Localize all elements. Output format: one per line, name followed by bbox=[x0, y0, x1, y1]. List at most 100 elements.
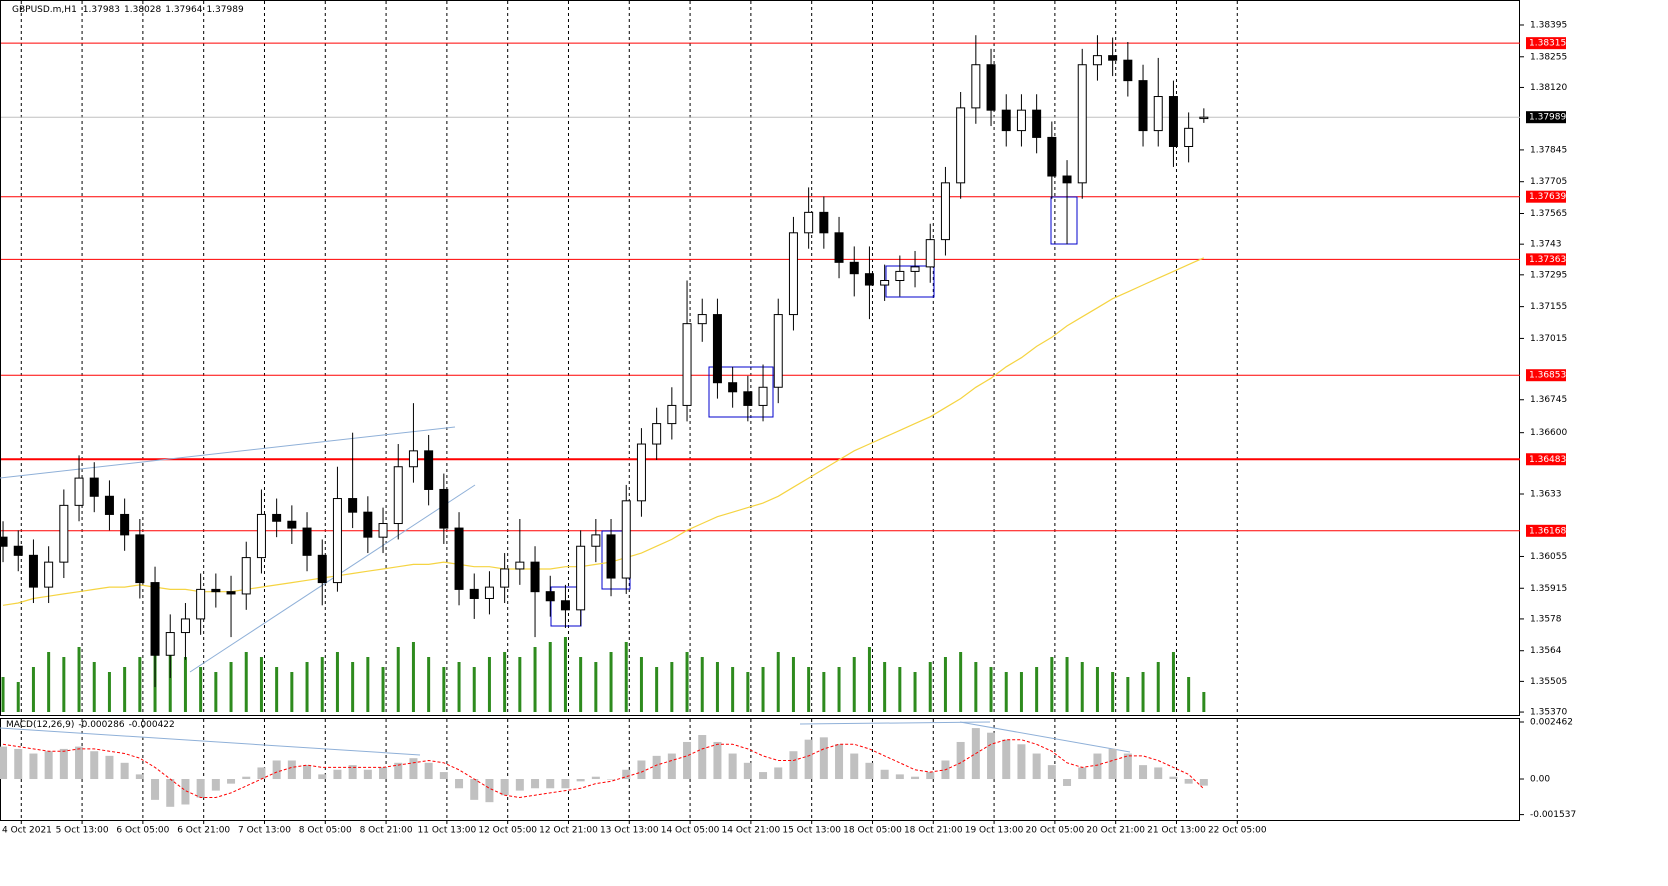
price-label: 1.37989 bbox=[1529, 113, 1566, 123]
volume-bar bbox=[837, 667, 841, 712]
x-tick-label: 6 Oct 05:00 bbox=[116, 826, 169, 836]
macd-bar bbox=[835, 744, 844, 780]
candle-body bbox=[804, 211, 814, 234]
volume-bar bbox=[305, 662, 309, 712]
volume-bar bbox=[913, 672, 917, 712]
volume-bar bbox=[1035, 667, 1039, 712]
candle-body bbox=[849, 261, 859, 275]
y-tick-label: 0.002462 bbox=[1530, 718, 1573, 728]
macd-bar bbox=[865, 762, 874, 780]
candle-body bbox=[1108, 55, 1118, 61]
level-label-box bbox=[1526, 369, 1566, 382]
macd-bar bbox=[1063, 779, 1072, 786]
volume-bar bbox=[442, 667, 446, 712]
candle-body bbox=[378, 523, 388, 538]
candle-body bbox=[591, 534, 601, 547]
candle-body bbox=[910, 266, 920, 272]
x-tick-label: 20 Oct 21:00 bbox=[1086, 826, 1145, 836]
level-label: 1.36483 bbox=[1529, 455, 1566, 465]
macd-bar bbox=[196, 779, 205, 798]
macd-bar bbox=[211, 779, 220, 791]
x-tick-label: 5 Oct 13:00 bbox=[56, 826, 109, 836]
macd-bar bbox=[728, 753, 737, 780]
candle-body bbox=[1047, 136, 1057, 177]
macd-name: MACD(12,26,9) bbox=[6, 720, 74, 730]
trend-line bbox=[799, 721, 991, 725]
volume-bar bbox=[655, 667, 659, 712]
candle-body bbox=[44, 561, 54, 588]
volume-bar bbox=[503, 652, 507, 712]
y-tick-label: 1.3633 bbox=[1530, 490, 1562, 500]
volume-bar bbox=[1111, 672, 1115, 712]
candle-body bbox=[1123, 59, 1133, 82]
x-tick-label: 14 Oct 05:00 bbox=[661, 826, 720, 836]
candle-body bbox=[287, 520, 297, 529]
level-label: 1.36853 bbox=[1529, 371, 1566, 381]
volume-bar bbox=[183, 657, 187, 712]
y-tick-label: 1.37015 bbox=[1530, 334, 1567, 344]
candle-body bbox=[226, 591, 236, 595]
macd-bar bbox=[394, 762, 403, 780]
level-label-box bbox=[1526, 37, 1566, 50]
candle-body bbox=[0, 536, 8, 547]
macd-bar bbox=[333, 769, 342, 780]
volume-bar bbox=[715, 662, 719, 712]
volume-bar bbox=[685, 652, 689, 712]
volume-bar bbox=[852, 657, 856, 712]
level-label: 1.37363 bbox=[1529, 255, 1566, 265]
candle-body bbox=[1199, 116, 1209, 120]
macd-bar bbox=[272, 760, 281, 780]
macd-bar bbox=[743, 762, 752, 780]
macd-bar bbox=[789, 751, 798, 780]
volume-bar bbox=[639, 657, 643, 712]
y-tick-label: 1.3564 bbox=[1530, 646, 1562, 656]
x-tick-label: 12 Oct 21:00 bbox=[539, 826, 598, 836]
macd-bar bbox=[1032, 753, 1041, 780]
macd-bar bbox=[424, 762, 433, 780]
x-tick-label: 4 Oct 2021 bbox=[2, 826, 52, 836]
candle-body bbox=[956, 107, 966, 184]
x-tick-label: 14 Oct 21:00 bbox=[722, 826, 781, 836]
macd-bar bbox=[1154, 767, 1163, 780]
volume-bar bbox=[1156, 662, 1160, 712]
candle-body bbox=[971, 64, 981, 109]
volume-bar bbox=[746, 672, 750, 712]
y-tick-label: 1.38120 bbox=[1530, 83, 1567, 93]
volume-bar bbox=[16, 682, 20, 712]
volume-bar bbox=[822, 672, 826, 712]
volume-bar bbox=[518, 657, 522, 712]
macd-bar bbox=[607, 779, 616, 780]
x-tick-label: 19 Oct 13:00 bbox=[965, 826, 1024, 836]
candle-body bbox=[545, 591, 555, 602]
volume-bar bbox=[335, 652, 339, 712]
candle-body bbox=[864, 273, 874, 286]
candle-body bbox=[1184, 127, 1194, 147]
x-tick-label: 6 Oct 21:00 bbox=[177, 826, 230, 836]
candle-body bbox=[606, 534, 616, 579]
macd-bar bbox=[819, 737, 828, 780]
volume-bar bbox=[1004, 672, 1008, 712]
macd-bar bbox=[14, 748, 23, 780]
macd-bar bbox=[880, 769, 889, 780]
trend-line bbox=[189, 484, 476, 673]
macd-signal-line bbox=[2, 739, 1205, 799]
y-tick-label: 1.38395 bbox=[1530, 20, 1567, 30]
volume-bar bbox=[168, 652, 172, 712]
volume-bar bbox=[579, 657, 583, 712]
macd-bar bbox=[698, 735, 707, 780]
macd-main: -0.000286 bbox=[78, 720, 124, 730]
candle-body bbox=[1062, 175, 1072, 184]
volume-bar bbox=[290, 672, 294, 712]
y-tick-label: 1.3743 bbox=[1530, 240, 1562, 250]
macd-bar bbox=[1108, 748, 1117, 780]
volume-bar bbox=[123, 667, 127, 712]
level-label: 1.38315 bbox=[1529, 39, 1566, 49]
candle-body bbox=[1016, 109, 1026, 132]
level-label-box bbox=[1526, 453, 1566, 466]
macd-bar bbox=[804, 739, 813, 780]
candle-body bbox=[1001, 109, 1011, 132]
candle-body bbox=[256, 513, 266, 559]
candle-body bbox=[1077, 64, 1087, 184]
y-tick-label: 1.3578 bbox=[1530, 614, 1562, 624]
macd-bar bbox=[485, 779, 494, 803]
